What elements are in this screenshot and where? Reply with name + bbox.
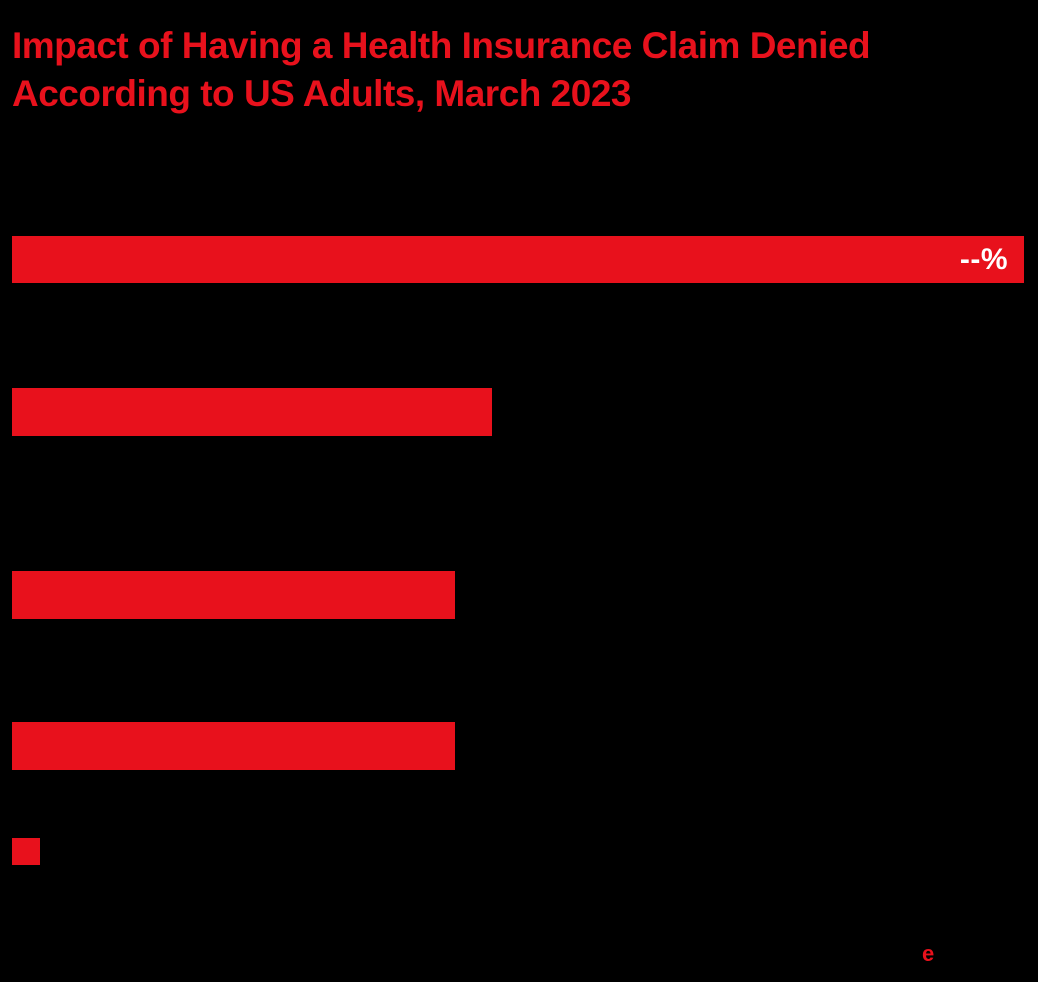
bar-2 xyxy=(12,388,492,436)
bar-1: --% xyxy=(12,236,1024,283)
chart-title-line-1: Impact of Having a Health Insurance Clai… xyxy=(12,25,871,66)
bar-3 xyxy=(12,571,455,619)
bar-5 xyxy=(12,838,40,865)
bar-1-value-label: --% xyxy=(959,242,1008,276)
emarketer-logo-e: e xyxy=(922,941,935,966)
bar-4 xyxy=(12,722,455,770)
chart-title-line-2: According to US Adults, March 2023 xyxy=(12,73,631,114)
chart-title: Impact of Having a Health Insurance Clai… xyxy=(12,22,1026,118)
